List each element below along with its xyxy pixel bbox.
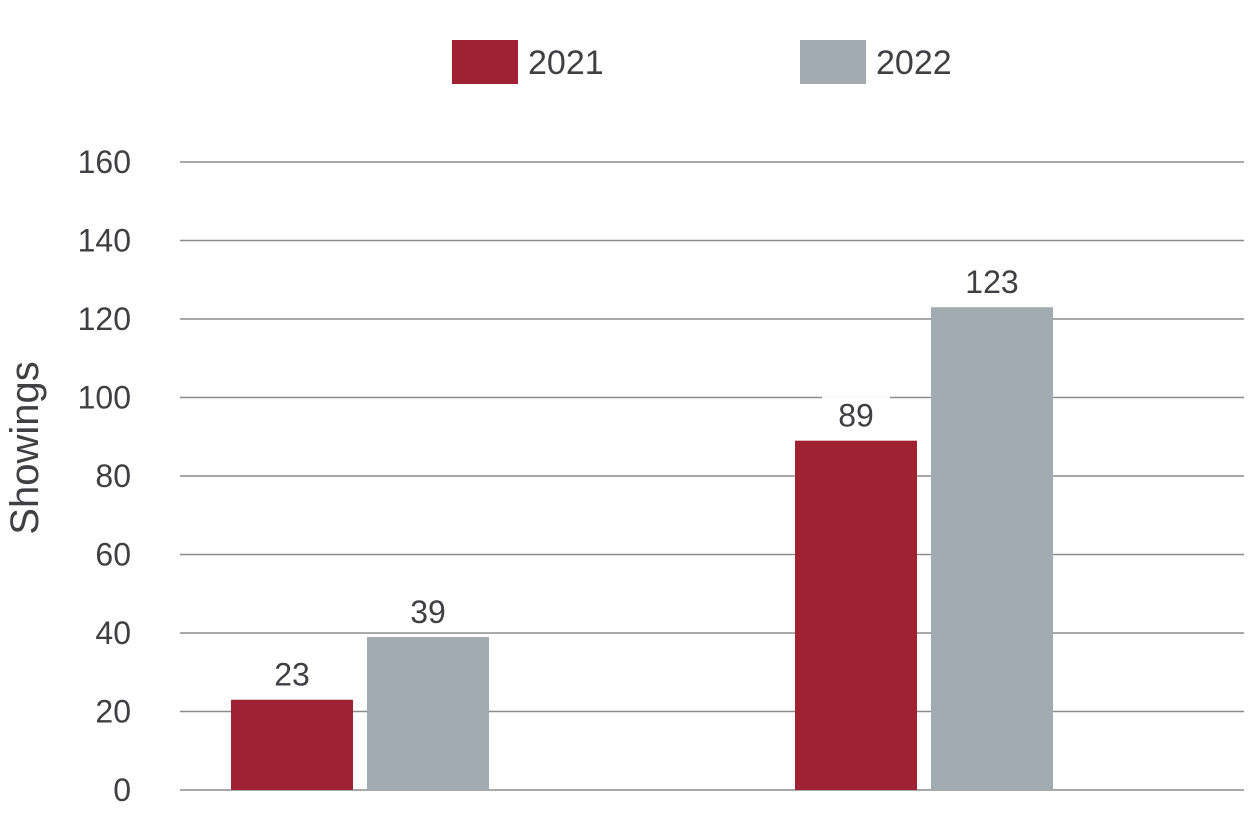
legend-label-2021: 2021 — [528, 44, 604, 82]
data-label-2022-2: 123 — [965, 264, 1018, 300]
y-tick-label: 120 — [78, 301, 131, 337]
y-tick-label: 80 — [95, 458, 131, 494]
data-labels: 23 89 39 123 — [258, 263, 1026, 693]
gridlines — [180, 161, 1244, 791]
bar-2022-2 — [931, 307, 1053, 790]
legend: 2021 2022 — [452, 40, 952, 84]
data-label-2022-1: 39 — [410, 594, 446, 630]
data-label-backing — [958, 263, 1026, 300]
y-tick-label: 160 — [78, 144, 131, 180]
data-label-2021-1: 23 — [274, 657, 310, 693]
y-axis-ticks: 0 20 40 60 80 100 120 140 160 — [78, 144, 131, 808]
y-tick-label: 100 — [78, 380, 131, 416]
bar-2022-1 — [367, 636, 489, 790]
y-tick-label: 140 — [78, 223, 131, 259]
legend-swatch-2021 — [452, 40, 518, 84]
legend-label-2022: 2022 — [876, 44, 952, 82]
y-tick-label: 40 — [95, 615, 131, 651]
y-tick-label: 20 — [95, 694, 131, 730]
bar-2021-1 — [231, 699, 353, 790]
legend-swatch-2022 — [800, 40, 866, 84]
data-label-backing — [394, 592, 462, 629]
data-label-backing — [822, 396, 890, 433]
y-tick-label: 0 — [113, 772, 131, 808]
bars — [231, 307, 1053, 790]
y-axis-label: Showings — [3, 361, 47, 534]
bar-2021-2 — [795, 440, 917, 790]
data-label-backing — [258, 655, 326, 692]
y-tick-label: 60 — [95, 537, 131, 573]
data-label-2021-2: 89 — [838, 398, 874, 434]
